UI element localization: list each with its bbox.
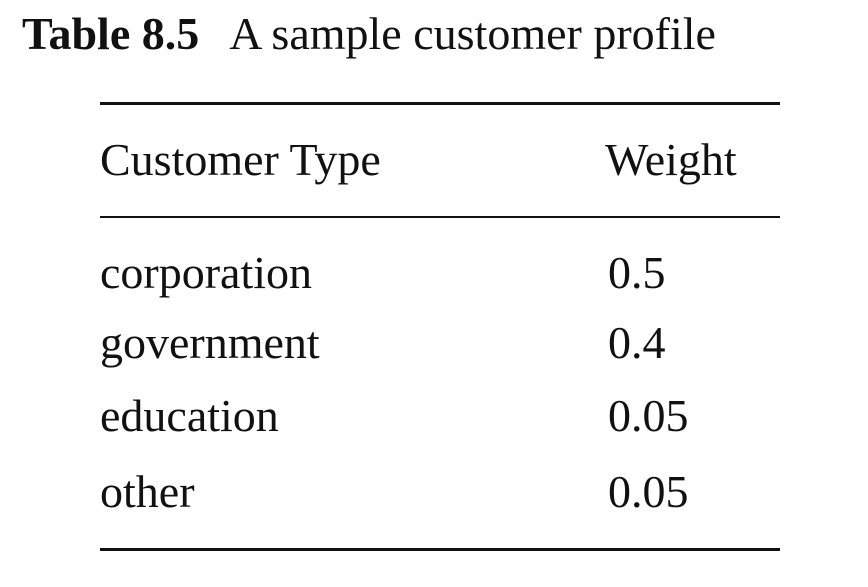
cell-weight: 0.4 [608, 317, 666, 368]
cell-weight: 0.5 [608, 247, 666, 298]
top-rule [100, 102, 780, 105]
table-caption: Table 8.5 A sample customer profile [22, 6, 716, 62]
cell-customer-type: other [100, 466, 195, 517]
cell-customer-type: education [100, 390, 279, 441]
table-row: education 0.05 [100, 386, 780, 446]
table-title: A sample customer profile [229, 8, 716, 59]
cell-customer-type: corporation [100, 247, 313, 298]
bottom-rule [100, 548, 780, 551]
header-rule [100, 216, 780, 218]
header-weight: Weight [605, 134, 737, 185]
cell-weight: 0.05 [608, 466, 689, 517]
table-header-row: Customer Type Weight [100, 130, 780, 190]
table-row: government 0.4 [100, 313, 780, 373]
cell-customer-type: government [100, 317, 320, 368]
cell-weight: 0.05 [608, 390, 689, 441]
table-row: corporation 0.5 [100, 243, 780, 303]
table-row: other 0.05 [100, 462, 780, 522]
table-number: Table 8.5 [22, 8, 200, 59]
header-customer-type: Customer Type [100, 134, 381, 185]
